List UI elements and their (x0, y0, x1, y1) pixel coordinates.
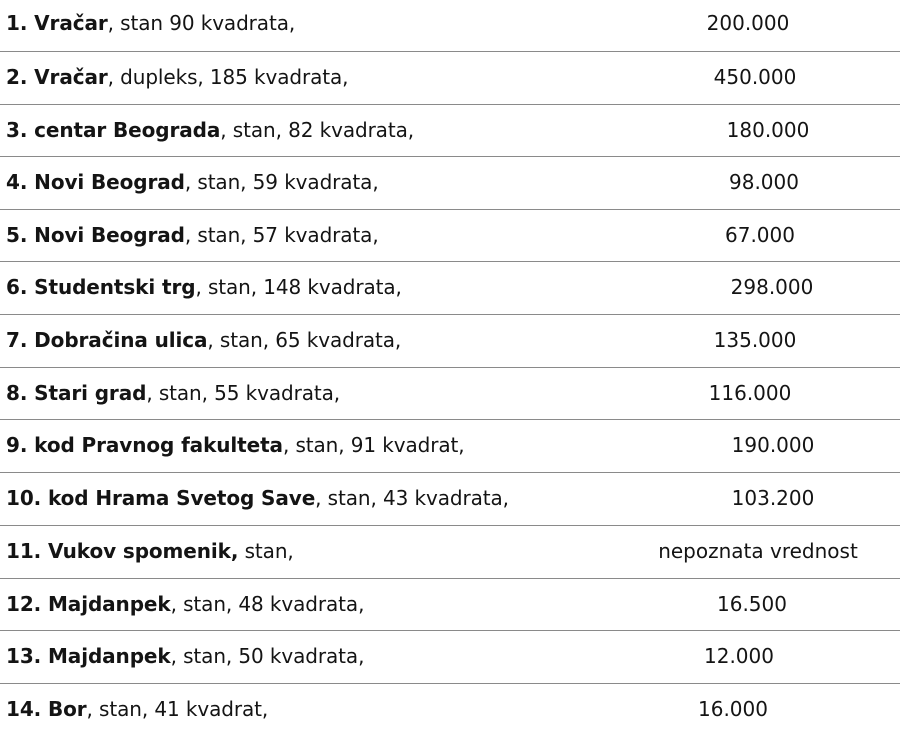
divider (0, 367, 900, 368)
property-location: 8. Stari grad (6, 381, 147, 405)
property-details: , stan, 41 kvadrat, (86, 697, 269, 721)
property-price: 12.000 (704, 644, 774, 668)
divider (0, 104, 900, 105)
property-location: 9. kod Pravnog fakulteta (6, 433, 283, 457)
property-location: 10. kod Hrama Svetog Save (6, 486, 316, 510)
list-item: 11. Vukov spomenik, stan, nepoznata vred… (0, 525, 900, 578)
property-price: 98.000 (729, 170, 799, 194)
property-details: , stan, 48 kvadrata, (170, 592, 365, 616)
divider (0, 472, 900, 473)
property-price: 103.200 (731, 486, 815, 510)
property-details: , stan, 57 kvadrata, (184, 223, 379, 247)
list-item: 2. Vračar, dupleks, 185 kvadrata, 450.00… (0, 51, 900, 104)
property-price: 190.000 (731, 433, 815, 457)
property-location: 11. Vukov spomenik, (6, 539, 239, 563)
property-location: 4. Novi Beograd (6, 170, 185, 194)
property-price: 200.000 (706, 11, 790, 35)
property-details: stan, (238, 539, 294, 563)
property-details: , stan 90 kvadrata, (107, 11, 296, 35)
property-location: 13. Majdanpek (6, 644, 171, 668)
property-details: , stan, 82 kvadrata, (220, 118, 414, 142)
property-price: 180.000 (726, 118, 810, 142)
property-details: , stan, 148 kvadrata, (195, 275, 402, 299)
property-details: , stan, 50 kvadrata, (170, 644, 365, 668)
property-details: , stan, 91 kvadrat, (282, 433, 465, 457)
property-price: 67.000 (725, 223, 795, 247)
divider (0, 683, 900, 684)
property-price: nepoznata vrednost (658, 539, 858, 563)
list-item: 14. Bor, stan, 41 kvadrat, 16.000 (0, 683, 900, 736)
property-description: 5. Novi Beograd, stan, 57 kvadrata, (6, 209, 379, 261)
property-price: 135.000 (713, 328, 797, 352)
property-location: 7. Dobračina ulica (6, 328, 208, 352)
list-item: 7. Dobračina ulica, stan, 65 kvadrata, 1… (0, 314, 900, 367)
divider (0, 578, 900, 579)
property-price: 16.000 (698, 697, 768, 721)
divider (0, 51, 900, 52)
list-item: 4. Novi Beograd, stan, 59 kvadrata, 98.0… (0, 156, 900, 209)
property-details: , stan, 55 kvadrata, (146, 381, 341, 405)
property-description: 8. Stari grad, stan, 55 kvadrata, (6, 367, 340, 419)
property-price: 16.500 (717, 592, 787, 616)
list-item: 8. Stari grad, stan, 55 kvadrata, 116.00… (0, 367, 900, 420)
list-item: 10. kod Hrama Svetog Save, stan, 43 kvad… (0, 472, 900, 525)
property-price: 116.000 (708, 381, 792, 405)
property-description: 4. Novi Beograd, stan, 59 kvadrata, (6, 156, 379, 208)
list-item: 13. Majdanpek, stan, 50 kvadrata, 12.000 (0, 630, 900, 683)
list-item: 6. Studentski trg, stan, 148 kvadrata, 2… (0, 261, 900, 314)
property-location: 14. Bor (6, 697, 87, 721)
divider (0, 156, 900, 157)
property-description: 14. Bor, stan, 41 kvadrat, (6, 683, 268, 735)
property-price: 298.000 (730, 275, 814, 299)
property-description: 1. Vračar, stan 90 kvadrata, (6, 0, 295, 49)
divider (0, 314, 900, 315)
property-description: 2. Vračar, dupleks, 185 kvadrata, (6, 51, 349, 103)
property-location: 3. centar Beograda (6, 118, 221, 142)
property-details: , stan, 65 kvadrata, (207, 328, 402, 352)
divider (0, 209, 900, 210)
divider (0, 630, 900, 631)
property-description: 7. Dobračina ulica, stan, 65 kvadrata, (6, 314, 401, 366)
property-details: , stan, 43 kvadrata, (315, 486, 509, 510)
property-location: 1. Vračar (6, 11, 108, 35)
list-item: 3. centar Beograda, stan, 82 kvadrata, 1… (0, 104, 900, 157)
list-item: 12. Majdanpek, stan, 48 kvadrata, 16.500 (0, 578, 900, 631)
property-description: 9. kod Pravnog fakulteta, stan, 91 kvadr… (6, 419, 465, 471)
divider (0, 419, 900, 420)
divider (0, 525, 900, 526)
list-item: 1. Vračar, stan 90 kvadrata, 200.000 (0, 0, 900, 50)
property-description: 11. Vukov spomenik, stan, (6, 525, 294, 577)
property-description: 13. Majdanpek, stan, 50 kvadrata, (6, 630, 364, 682)
property-location: 6. Studentski trg (6, 275, 196, 299)
property-location: 2. Vračar (6, 65, 108, 89)
property-description: 3. centar Beograda, stan, 82 kvadrata, (6, 104, 414, 156)
list-item: 5. Novi Beograd, stan, 57 kvadrata, 67.0… (0, 209, 900, 262)
property-location: 12. Majdanpek (6, 592, 171, 616)
list-item: 9. kod Pravnog fakulteta, stan, 91 kvadr… (0, 419, 900, 472)
property-details: , dupleks, 185 kvadrata, (107, 65, 349, 89)
property-price: 450.000 (713, 65, 797, 89)
property-details: , stan, 59 kvadrata, (184, 170, 379, 194)
property-location: 5. Novi Beograd (6, 223, 185, 247)
divider (0, 261, 900, 262)
property-description: 6. Studentski trg, stan, 148 kvadrata, (6, 261, 402, 313)
property-description: 12. Majdanpek, stan, 48 kvadrata, (6, 578, 364, 630)
property-description: 10. kod Hrama Svetog Save, stan, 43 kvad… (6, 472, 509, 524)
